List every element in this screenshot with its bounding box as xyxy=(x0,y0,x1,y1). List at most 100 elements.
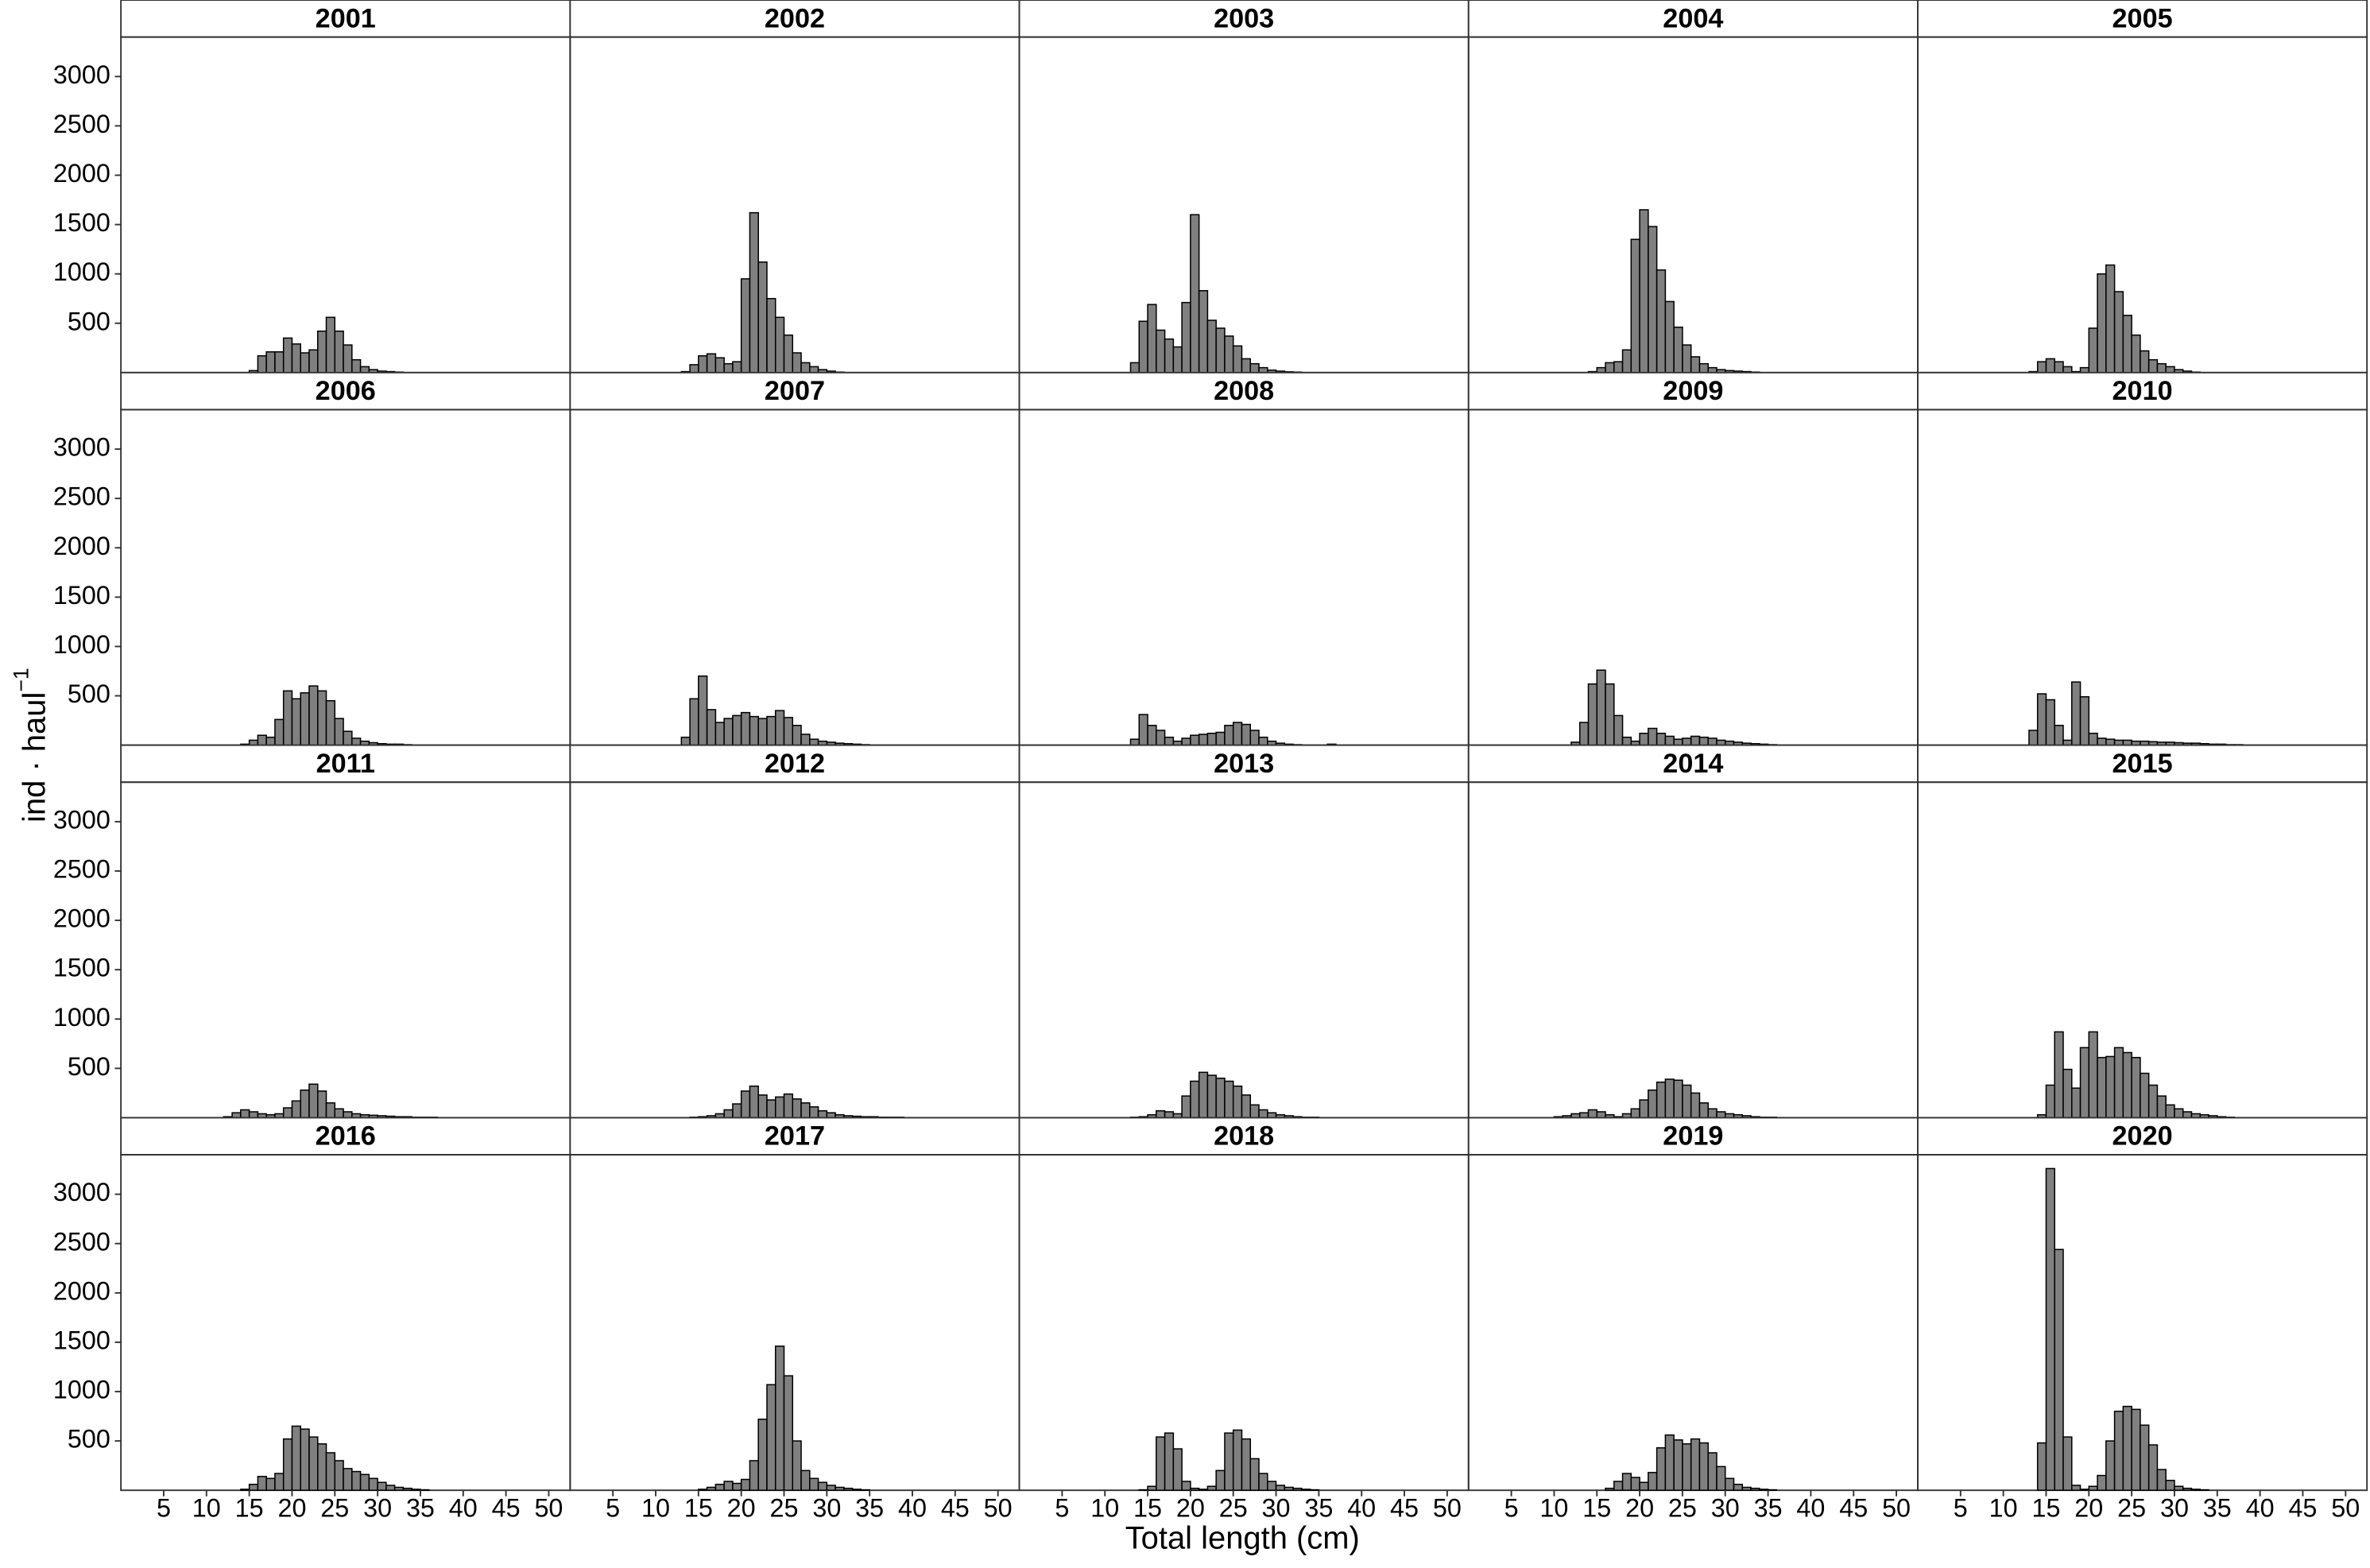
bar xyxy=(1613,361,1624,374)
bar xyxy=(300,1428,310,1491)
x-tick-label: 30 xyxy=(2160,1493,2189,1522)
bar xyxy=(248,1483,259,1491)
bar xyxy=(740,1478,751,1491)
bar xyxy=(1724,1477,1735,1491)
bar xyxy=(1605,683,1615,746)
y-tick-label: 1000 xyxy=(53,1376,110,1404)
bar xyxy=(2045,699,2056,746)
bar xyxy=(740,711,751,746)
x-tick-label: 35 xyxy=(406,1493,435,1522)
bar xyxy=(308,1083,319,1119)
bar xyxy=(2165,366,2175,374)
bar xyxy=(1249,1104,1260,1119)
bar xyxy=(2045,1084,2056,1119)
bar xyxy=(2088,1485,2098,1491)
x-tick-label: 50 xyxy=(534,1493,563,1522)
bar xyxy=(1682,344,1692,374)
y-tick-label: 1500 xyxy=(53,954,110,982)
bar xyxy=(1249,730,1260,746)
bar xyxy=(2113,1411,2124,1491)
bar xyxy=(2079,696,2090,746)
bar xyxy=(2131,334,2141,374)
x-tick-label: 15 xyxy=(235,1493,264,1522)
bar xyxy=(749,1460,759,1491)
bar xyxy=(2147,358,2159,374)
bar xyxy=(2054,1249,2064,1491)
bar xyxy=(2097,1474,2107,1491)
x-tick-label: 5 xyxy=(157,1493,171,1522)
bar xyxy=(1621,1473,1632,1491)
bar xyxy=(2079,1489,2090,1491)
bar xyxy=(1198,1071,1209,1119)
facet-title: 2013 xyxy=(1214,749,1274,779)
x-tick-label: 35 xyxy=(1304,1493,1333,1522)
bar xyxy=(1648,1472,1658,1491)
bar xyxy=(1241,358,1252,374)
bar xyxy=(1249,1458,1260,1491)
bar xyxy=(2156,1095,2167,1119)
x-tick-label: 45 xyxy=(2288,1493,2317,1522)
bar xyxy=(1613,1481,1624,1491)
x-tick-label: 30 xyxy=(363,1493,392,1522)
bar xyxy=(757,1419,768,1491)
panel xyxy=(1018,781,1470,1119)
bar xyxy=(1664,1078,1675,1119)
bar xyxy=(282,690,293,746)
bar xyxy=(783,1093,794,1119)
strip xyxy=(1018,1117,1470,1156)
facet-title: 2009 xyxy=(1663,376,1723,406)
bar xyxy=(274,1473,285,1491)
bar xyxy=(316,690,327,746)
bar xyxy=(343,1111,353,1119)
facet-title: 2002 xyxy=(765,3,825,33)
bar xyxy=(800,734,811,746)
y-tick-label: 500 xyxy=(68,307,110,335)
bar xyxy=(240,1489,250,1491)
bar xyxy=(1639,1099,1649,1119)
bar xyxy=(2036,693,2047,746)
panel xyxy=(1467,36,1919,374)
bar xyxy=(2122,315,2132,374)
x-tick-label: 5 xyxy=(1954,1493,1968,1522)
bar xyxy=(2062,1436,2073,1491)
x-axis-label: Total length (cm) xyxy=(1125,1521,1360,1556)
bar xyxy=(1284,1486,1294,1491)
panel xyxy=(1917,36,2368,374)
bar xyxy=(1232,1085,1243,1119)
bar xyxy=(257,1476,267,1491)
y-axis-label: ind · haul−1 xyxy=(10,668,52,823)
strip xyxy=(1917,744,2368,784)
facet-title: 2011 xyxy=(316,749,375,779)
bar xyxy=(1164,1111,1175,1119)
bar xyxy=(1698,1442,1709,1491)
bar xyxy=(809,1477,819,1491)
bar xyxy=(2122,1051,2132,1119)
panel xyxy=(120,408,571,746)
bar xyxy=(766,1384,776,1491)
bar xyxy=(1138,1489,1148,1491)
bar xyxy=(698,354,708,374)
bar xyxy=(2156,1469,2167,1491)
strip xyxy=(1917,371,2368,411)
bar xyxy=(411,1489,421,1491)
y-tick-label: 500 xyxy=(68,679,110,708)
x-tick-label: 10 xyxy=(1539,1493,1568,1522)
panel xyxy=(120,781,571,1119)
bar xyxy=(2105,738,2116,746)
bar xyxy=(723,1109,734,1119)
bar xyxy=(1690,356,1701,374)
x-tick-label: 40 xyxy=(449,1493,478,1522)
y-tick-label: 3000 xyxy=(53,433,110,462)
bar xyxy=(1690,735,1701,746)
bar xyxy=(1656,1081,1667,1119)
bar xyxy=(1232,722,1243,746)
bar xyxy=(766,297,776,374)
y-tick-label: 3000 xyxy=(53,60,110,89)
strip xyxy=(120,1117,571,1156)
bar xyxy=(783,717,794,746)
bar xyxy=(1129,362,1140,374)
bar xyxy=(1164,736,1175,746)
bar xyxy=(316,1443,327,1491)
bar xyxy=(732,361,742,374)
y-label-text: ind · haul xyxy=(17,692,52,823)
